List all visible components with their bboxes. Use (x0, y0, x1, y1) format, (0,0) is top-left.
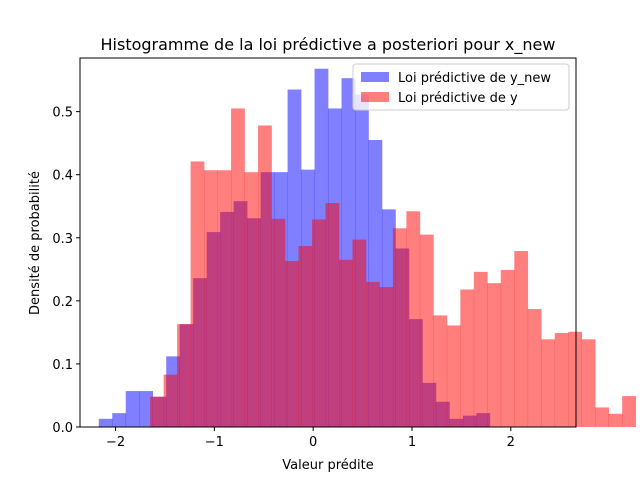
histogram-bar (258, 125, 272, 428)
histogram-bar (554, 333, 569, 427)
y-tick-label: 0.4 (52, 169, 73, 184)
legend-box (352, 63, 570, 111)
x-tick-label: 2 (507, 435, 515, 450)
x-tick-label: −2 (106, 435, 125, 450)
legend-swatch (361, 72, 389, 82)
legend-label: Loi prédictive de y (398, 91, 518, 106)
histogram-bar (244, 172, 259, 427)
y-tick-label: 0.2 (52, 295, 73, 310)
histogram-bar (460, 289, 475, 427)
x-tick-label: 1 (408, 435, 416, 450)
histogram-bar (271, 218, 286, 427)
histogram-bar (527, 309, 542, 427)
y-tick-label: 0.1 (52, 358, 73, 373)
series-2-bars (150, 108, 636, 428)
histogram-bar (125, 391, 140, 427)
legend-swatch (361, 92, 389, 102)
histogram-bar (446, 325, 461, 427)
histogram-bar (541, 339, 556, 427)
legend: Loi prédictive de y_new Loi prédictive de… (352, 63, 570, 111)
histogram-bar (231, 108, 245, 428)
histogram-bar (190, 161, 205, 427)
histogram-bar (406, 211, 421, 427)
plot-frame (79, 57, 577, 428)
histogram-bar (608, 413, 623, 427)
ticks-layer: −2 −1 0 1 2 0.0 0.1 0.2 0.3 0.4 0.5 (52, 106, 515, 450)
y-tick-label: 0.3 (52, 232, 73, 247)
histogram-bar (298, 245, 313, 427)
y-axis-label: Densité de probabilité (28, 171, 43, 315)
histogram-bar (204, 170, 218, 427)
histogram-bar (163, 374, 178, 427)
x-axis-label: Valeur prédite (282, 458, 373, 473)
histogram-bar (379, 286, 394, 427)
histogram-bar (568, 331, 583, 427)
histogram-bar (622, 396, 636, 427)
histogram-bar (473, 271, 488, 427)
x-tick-label: −1 (205, 435, 224, 450)
y-tick-label: 0.0 (52, 421, 73, 436)
histogram-bar (352, 239, 367, 427)
histogram-bar (419, 234, 434, 427)
histogram-bar (581, 339, 596, 427)
histogram-bar (595, 407, 610, 427)
histogram-bar (112, 413, 127, 427)
histogram-bar (177, 324, 191, 427)
histogram-bar (433, 315, 448, 427)
histogram-bar (139, 391, 154, 427)
x-tick-label: 0 (309, 435, 317, 450)
histogram-bar (98, 418, 113, 427)
chart-title: Histogramme de la loi prédictive a poste… (101, 35, 556, 55)
histogram-bar (150, 396, 164, 427)
histogram-bar (500, 269, 515, 427)
histogram-bar (311, 219, 326, 427)
histogram-bar (325, 203, 340, 427)
histogram-bar (338, 259, 353, 427)
y-tick-label: 0.5 (52, 106, 73, 121)
legend-label: Loi prédictive de y_new (398, 71, 551, 86)
histogram-bar (487, 283, 502, 427)
histogram-bar (514, 251, 529, 427)
histogram-bar (392, 228, 407, 427)
bars-layer (98, 68, 636, 428)
histogram-bar (285, 261, 299, 427)
histogram-bar (217, 170, 232, 427)
axes-layer (79, 57, 577, 428)
histogram-bar (365, 281, 380, 427)
